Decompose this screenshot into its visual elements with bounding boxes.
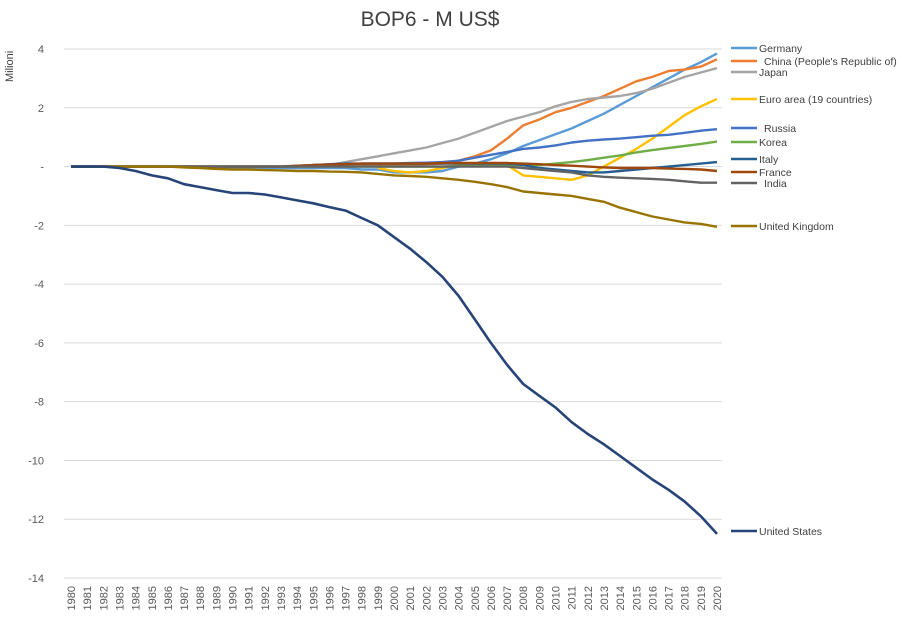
x-tick-label: 1999 [373,586,385,610]
y-tick-label: -10 [28,455,44,467]
series-line-japan [71,66,718,168]
x-tick-label: 2015 [631,586,643,610]
x-tick-label: 2004 [454,586,466,610]
y-tick-label: 2 [38,103,44,115]
series-line-china-people-s-republic-of- [71,58,718,168]
x-tick-label: 1994 [292,586,304,610]
x-tick-label: 1982 [98,586,110,610]
legend-label: United Kingdom [759,221,834,233]
x-tick-label: 2005 [470,586,482,610]
x-tick-label: 2014 [615,586,627,610]
y-tick-label: -12 [28,514,44,526]
x-tick-label: 2013 [599,586,611,610]
x-tick-label: 1988 [195,586,207,610]
x-tick-label: 1987 [179,586,191,610]
y-tick-label: -14 [28,573,44,585]
x-tick-label: 2007 [502,586,514,610]
y-tick-label: 4 [38,44,44,56]
x-tick-label: 2002 [421,586,433,610]
x-tick-label: 2018 [680,586,692,610]
x-tick-label: 1980 [66,586,78,610]
chart-title: BOP6 - M US$ [360,8,500,31]
x-tick-label: 2001 [405,586,417,610]
legend-label: Italy [759,154,779,166]
y-tick-label: -8 [34,397,44,409]
x-tick-label: 1997 [341,586,353,610]
x-tick-label: 2017 [664,586,676,610]
x-tick-label: 2000 [389,586,401,610]
x-tick-label: 1984 [131,586,143,610]
x-tick-label: 1991 [244,586,256,610]
x-tick-label: 1981 [82,586,94,610]
x-tick-label: 1992 [260,586,272,610]
legend-label: China (People's Republic of) [764,56,897,68]
x-tick-label: 1998 [357,586,369,610]
legend-label: France [759,167,792,179]
x-tick-label: 1990 [228,586,240,610]
x-tick-label: 2016 [647,586,659,610]
legend-label: Japan [759,67,788,79]
x-tick-label: 2008 [518,586,530,610]
y-tick-label: - [40,162,44,174]
series-line-united-states [71,165,718,535]
x-tick-label: 2010 [551,586,563,610]
x-tick-label: 1996 [324,586,336,610]
legend-label: Korea [759,137,787,149]
x-tick-label: 2003 [437,586,449,610]
x-tick-label: 2011 [567,586,579,610]
legend-label: Germany [759,43,803,55]
x-tick-label: 1985 [147,586,159,610]
x-tick-label: 2020 [712,586,724,610]
x-tick-label: 1993 [276,586,288,610]
x-tick-label: 2009 [534,586,546,610]
x-tick-label: 1986 [163,586,175,610]
legend-label: Euro area (19 countries) [759,94,872,106]
y-tick-label: -2 [34,220,44,232]
series-line-euro-area-countries- [377,97,718,181]
y-tick-label: -4 [34,279,44,291]
x-tick-label: 1989 [211,586,223,610]
series-line-united-kingdom [71,165,718,228]
x-tick-label: 2006 [486,586,498,610]
y-tick-label: -6 [34,338,44,350]
x-tick-label: 1983 [114,586,126,610]
legend-label: India [764,178,787,190]
legend-label: Russia [764,123,796,135]
legend-label: United States [759,526,822,538]
x-tick-label: 2019 [696,586,708,610]
x-tick-label: 2012 [583,586,595,610]
x-tick-label: 1995 [308,586,320,610]
